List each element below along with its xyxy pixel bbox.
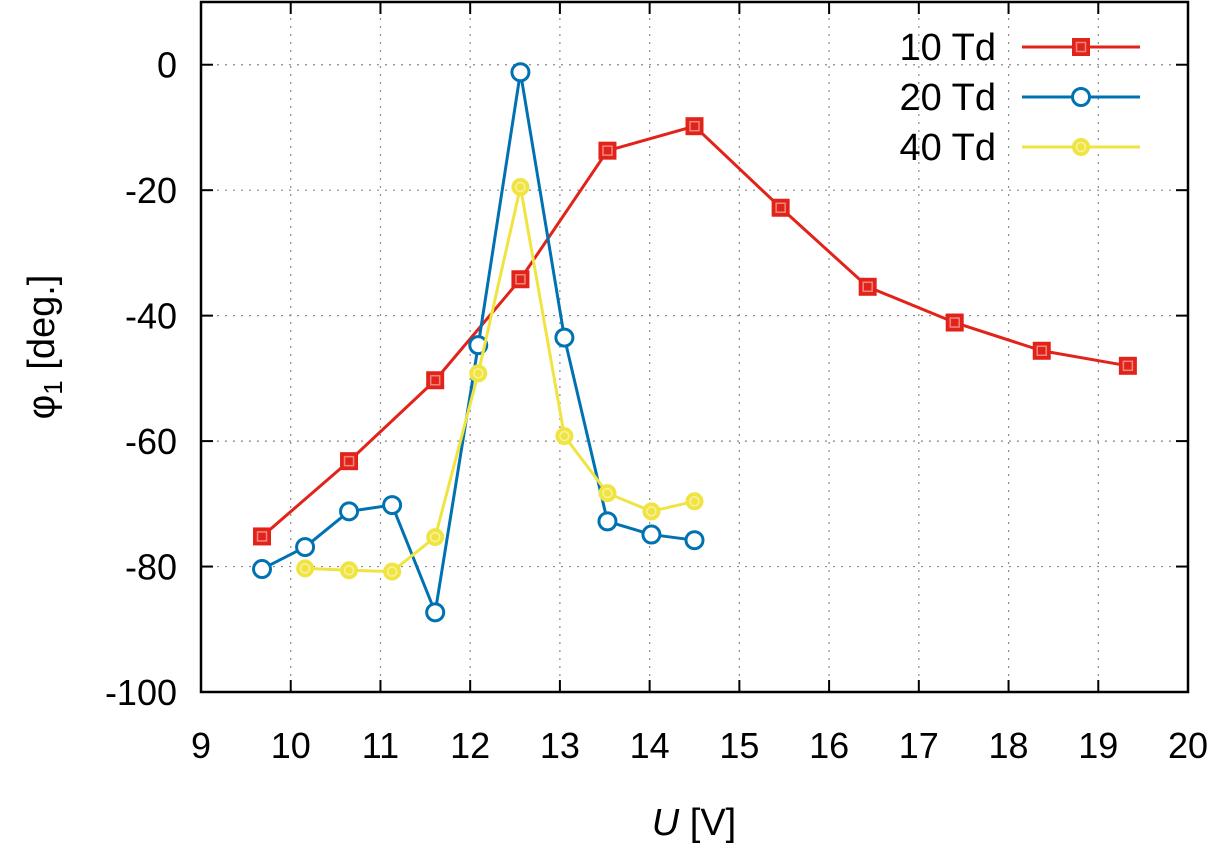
data-point-10-td <box>1032 341 1051 360</box>
axis-ticks: 9 10 11 12 13 14 15 16 17 18 19 20 0 -20 -40 -60 -80 -100 <box>105 2 1208 766</box>
data-point-40-td <box>469 364 488 383</box>
series-line-40-td <box>305 185 695 574</box>
data-point-10-td <box>771 198 790 217</box>
data-point-20-td <box>382 495 403 516</box>
y-tick-label: -40 <box>125 296 177 337</box>
x-tick-label: 16 <box>809 725 849 766</box>
legend-marker <box>1071 87 1091 107</box>
data-point-40-td-inner <box>515 181 526 193</box>
series-10-td <box>253 117 1137 546</box>
data-point-10-td-inner <box>689 120 700 132</box>
x-tick-label: 13 <box>540 725 580 766</box>
legend: 10 Td 20 Td 40 Td <box>900 27 1140 169</box>
data-point-10-td-inner <box>775 202 786 213</box>
y-axis-label: φ1 [deg.] <box>21 275 68 420</box>
data-point-20-td <box>510 62 531 83</box>
data-point-20-td <box>684 530 705 551</box>
data-point-10-td-inner <box>256 531 268 542</box>
data-point-40-td <box>296 559 315 578</box>
data-point-10-td <box>1118 356 1137 375</box>
legend-item-10-td: 10 Td <box>900 27 1140 69</box>
data-point-10-td <box>253 527 272 546</box>
data-point-10-td <box>511 270 530 289</box>
x-tick-label: 19 <box>1078 725 1118 766</box>
legend-item-40-td: 40 Td <box>900 127 1140 169</box>
data-point-40-td-inner <box>602 487 613 499</box>
data-point-10-td-inner <box>429 374 441 386</box>
data-point-20-td <box>252 559 273 580</box>
data-point-40-td <box>426 528 445 547</box>
data-point-10-td-inner <box>343 455 355 467</box>
y-axis-subscript: 1 <box>38 380 68 394</box>
y-tick-label: -100 <box>105 672 177 713</box>
y-tick-label: -60 <box>125 421 177 462</box>
x-tick-label: 17 <box>899 725 939 766</box>
data-point-40-td <box>340 561 359 580</box>
data-point-40-td-inner <box>299 563 311 574</box>
x-tick-label: 18 <box>989 725 1029 766</box>
series-40-td <box>296 178 704 581</box>
data-point-40-td-inner <box>473 368 484 379</box>
data-point-10-td <box>685 117 704 136</box>
legend-marker <box>1072 138 1090 156</box>
legend-item-20-td: 20 Td <box>900 77 1140 119</box>
data-point-10-td <box>945 313 964 332</box>
data-point-20-td <box>425 602 446 623</box>
data-point-40-td-inner <box>429 531 441 543</box>
data-point-40-td-inner <box>343 565 355 576</box>
legend-marker-inner <box>1075 141 1087 153</box>
series-line-10-td <box>261 124 1129 538</box>
y-tick-label: 0 <box>157 45 177 86</box>
legend-label: 10 Td <box>900 27 996 69</box>
data-point-40-td <box>555 427 574 446</box>
x-tick-label: 12 <box>450 725 490 766</box>
series-20-td <box>252 62 705 623</box>
y-tick-label: -80 <box>125 547 177 588</box>
x-tick-label: 20 <box>1168 725 1208 766</box>
x-tick-label: 15 <box>719 725 759 766</box>
x-tick-label: 11 <box>362 725 399 766</box>
series-group <box>252 62 1137 623</box>
data-point-20-td <box>295 537 316 558</box>
data-point-40-td <box>642 502 661 521</box>
y-axis-unit: [deg.] <box>21 275 63 381</box>
data-point-40-td-inner <box>646 506 657 517</box>
data-point-10-td-inner <box>602 145 613 156</box>
x-tick-label: 9 <box>191 725 211 766</box>
x-axis-label: U [V] <box>652 802 736 844</box>
data-point-10-td <box>858 277 877 296</box>
x-tick-label: 14 <box>630 725 670 766</box>
data-point-10-td-inner <box>862 281 873 293</box>
data-point-40-td <box>598 484 617 503</box>
data-point-40-td-inner <box>386 566 398 577</box>
data-point-10-td <box>598 141 617 160</box>
data-point-10-td-inner <box>949 317 960 328</box>
legend-marker <box>1072 38 1090 56</box>
data-point-20-td <box>641 524 662 545</box>
data-point-40-td-inner <box>689 496 700 507</box>
data-point-10-td <box>340 452 359 471</box>
data-point-20-td <box>339 501 360 522</box>
data-point-20-td <box>597 511 618 532</box>
data-point-10-td-inner <box>1036 345 1047 357</box>
data-point-10-td-inner <box>515 274 526 285</box>
plot-frame <box>199 0 1190 694</box>
legend-label: 40 Td <box>900 127 996 169</box>
data-point-10-td-inner <box>1122 360 1134 372</box>
x-axis-unit: [V] <box>679 802 736 844</box>
data-point-40-td <box>383 562 402 581</box>
legend-label: 20 Td <box>900 77 996 119</box>
data-point-20-td <box>554 327 575 348</box>
x-tick-label: 10 <box>271 725 311 766</box>
legend-marker-inner <box>1075 41 1087 53</box>
y-tick-label: -20 <box>125 170 177 211</box>
data-point-40-td <box>511 178 530 197</box>
y-axis-symbol: φ <box>21 395 63 420</box>
x-axis-variable: U <box>652 802 680 844</box>
data-point-40-td-inner <box>559 430 570 442</box>
data-point-10-td <box>426 371 445 390</box>
data-point-40-td <box>685 492 704 511</box>
